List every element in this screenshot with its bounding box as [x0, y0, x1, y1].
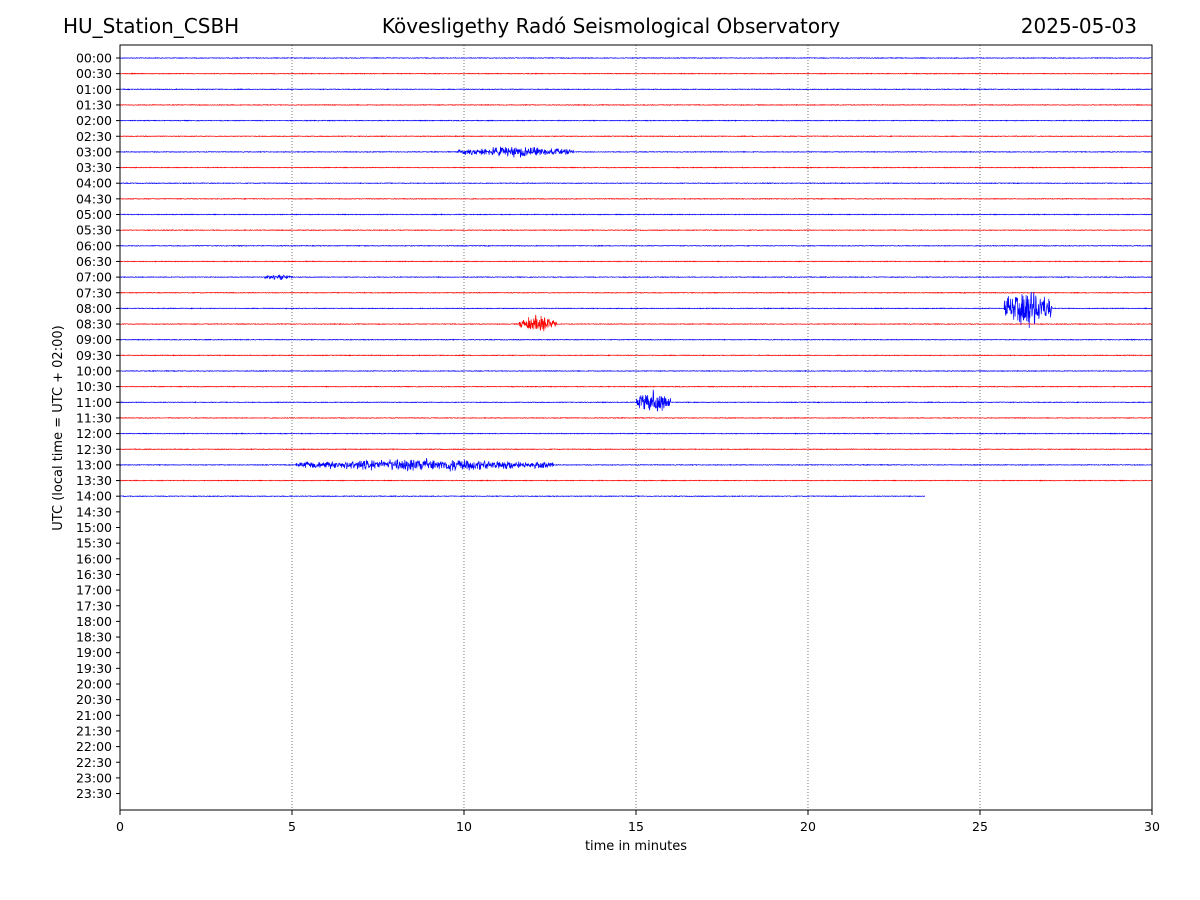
trace-09-30	[119, 354, 1153, 357]
trace-09-00	[119, 338, 1153, 341]
y-tick-label: 07:30	[76, 285, 112, 300]
y-tick-label: 19:00	[76, 645, 112, 660]
y-tick-label: 21:30	[76, 723, 112, 738]
y-tick-label: 14:30	[76, 504, 112, 519]
trace-04-30	[119, 197, 1153, 200]
y-tick-label: 08:00	[76, 301, 112, 316]
y-tick-label: 00:00	[76, 51, 112, 66]
y-tick-label: 10:30	[76, 379, 112, 394]
y-tick-label: 17:30	[76, 598, 112, 613]
y-tick-label: 16:00	[76, 551, 112, 566]
y-tick-label: 05:30	[76, 223, 112, 238]
x-tick-label: 20	[800, 819, 816, 834]
y-tick-label: 19:30	[76, 661, 112, 676]
y-tick-label: 13:30	[76, 473, 112, 488]
y-tick-label: 02:30	[76, 129, 112, 144]
y-tick-label: 11:00	[76, 395, 112, 410]
y-tick-label: 15:00	[76, 520, 112, 535]
trace-08-00	[119, 291, 1152, 328]
y-tick-label: 22:00	[76, 739, 112, 754]
trace-03-00	[119, 146, 1153, 158]
trace-05-00	[119, 213, 1153, 216]
y-tick-label: 07:00	[76, 270, 112, 285]
y-tick-label: 05:00	[76, 207, 112, 222]
y-tick-label: 02:00	[76, 113, 112, 128]
y-tick-label: 23:30	[76, 786, 112, 801]
y-tick-label: 03:00	[76, 144, 112, 159]
x-tick-label: 30	[1144, 819, 1160, 834]
trace-13-00	[119, 457, 1153, 472]
trace-10-00	[119, 369, 1153, 373]
y-tick-label: 04:00	[76, 176, 112, 191]
y-tick-label: 06:30	[76, 254, 112, 269]
trace-01-30	[119, 103, 1153, 107]
y-tick-label: 20:30	[76, 692, 112, 707]
y-tick-label: 13:00	[76, 457, 112, 472]
y-tick-label: 01:30	[76, 97, 112, 112]
trace-06-30	[119, 260, 1153, 263]
y-tick-label: 01:00	[76, 82, 112, 97]
trace-07-00	[119, 274, 1153, 281]
y-tick-label: 09:30	[76, 348, 112, 363]
trace-12-30	[119, 448, 1153, 451]
chart-title: Kövesligethy Radó Seismological Observat…	[381, 14, 841, 38]
x-tick-label: 10	[456, 819, 472, 834]
chart-date: 2025-05-03	[1020, 14, 1137, 38]
trace-06-00	[119, 244, 1153, 247]
y-tick-label: 03:30	[76, 160, 112, 175]
trace-00-00	[119, 56, 1153, 60]
y-tick-label: 09:00	[76, 332, 112, 347]
y-tick-label: 11:30	[76, 410, 112, 425]
x-axis-label: time in minutes	[585, 839, 687, 854]
y-axis-label: UTC (local time = UTC + 02:00)	[51, 325, 66, 530]
trace-10-30	[119, 385, 1153, 388]
trace-02-30	[119, 135, 1153, 138]
y-tick-label: 14:00	[76, 489, 112, 504]
x-tick-label: 0	[116, 819, 124, 834]
trace-layer	[119, 56, 1153, 498]
y-tick-label: 17:00	[76, 583, 112, 598]
trace-07-30	[119, 291, 1153, 294]
trace-03-30	[119, 166, 1153, 169]
trace-13-30	[119, 479, 1153, 482]
trace-11-30	[119, 416, 1153, 420]
x-tick-label: 15	[628, 819, 644, 834]
trace-05-30	[119, 229, 1153, 232]
y-tick-label: 12:00	[76, 426, 112, 441]
y-tick-label: 23:00	[76, 770, 112, 785]
y-tick-label: 18:30	[76, 630, 112, 645]
trace-01-00	[119, 88, 1153, 91]
y-tick-label: 15:30	[76, 536, 112, 551]
y-tick-label: 22:30	[76, 755, 112, 770]
y-tick-label: 20:00	[76, 677, 112, 692]
y-tick-label: 18:00	[76, 614, 112, 629]
y-tick-label: 00:30	[76, 66, 112, 81]
x-axis: 0 5 10 15 20 25 30	[116, 810, 1160, 834]
trace-00-30	[119, 72, 1153, 75]
y-tick-label: 16:30	[76, 567, 112, 582]
trace-11-00	[119, 389, 1153, 412]
x-tick-label: 25	[972, 819, 988, 834]
station-name: HU_Station_CSBH	[63, 14, 240, 38]
y-tick-label: 06:00	[76, 238, 112, 253]
trace-02-00	[119, 119, 1153, 122]
y-tick-label: 12:30	[76, 442, 112, 457]
x-tick-label: 5	[288, 819, 296, 834]
trace-04-00	[119, 182, 1153, 185]
y-tick-label: 08:30	[76, 317, 112, 332]
grid-layer	[291, 45, 981, 810]
trace-14-00	[119, 495, 926, 498]
y-tick-label: 21:00	[76, 708, 112, 723]
y-axis: 00:0000:3001:0001:3002:0002:3003:0003:30…	[76, 51, 120, 801]
y-tick-label: 10:00	[76, 364, 112, 379]
y-tick-label: 04:30	[76, 191, 112, 206]
trace-12-00	[119, 432, 1153, 435]
trace-08-30	[119, 314, 1153, 332]
